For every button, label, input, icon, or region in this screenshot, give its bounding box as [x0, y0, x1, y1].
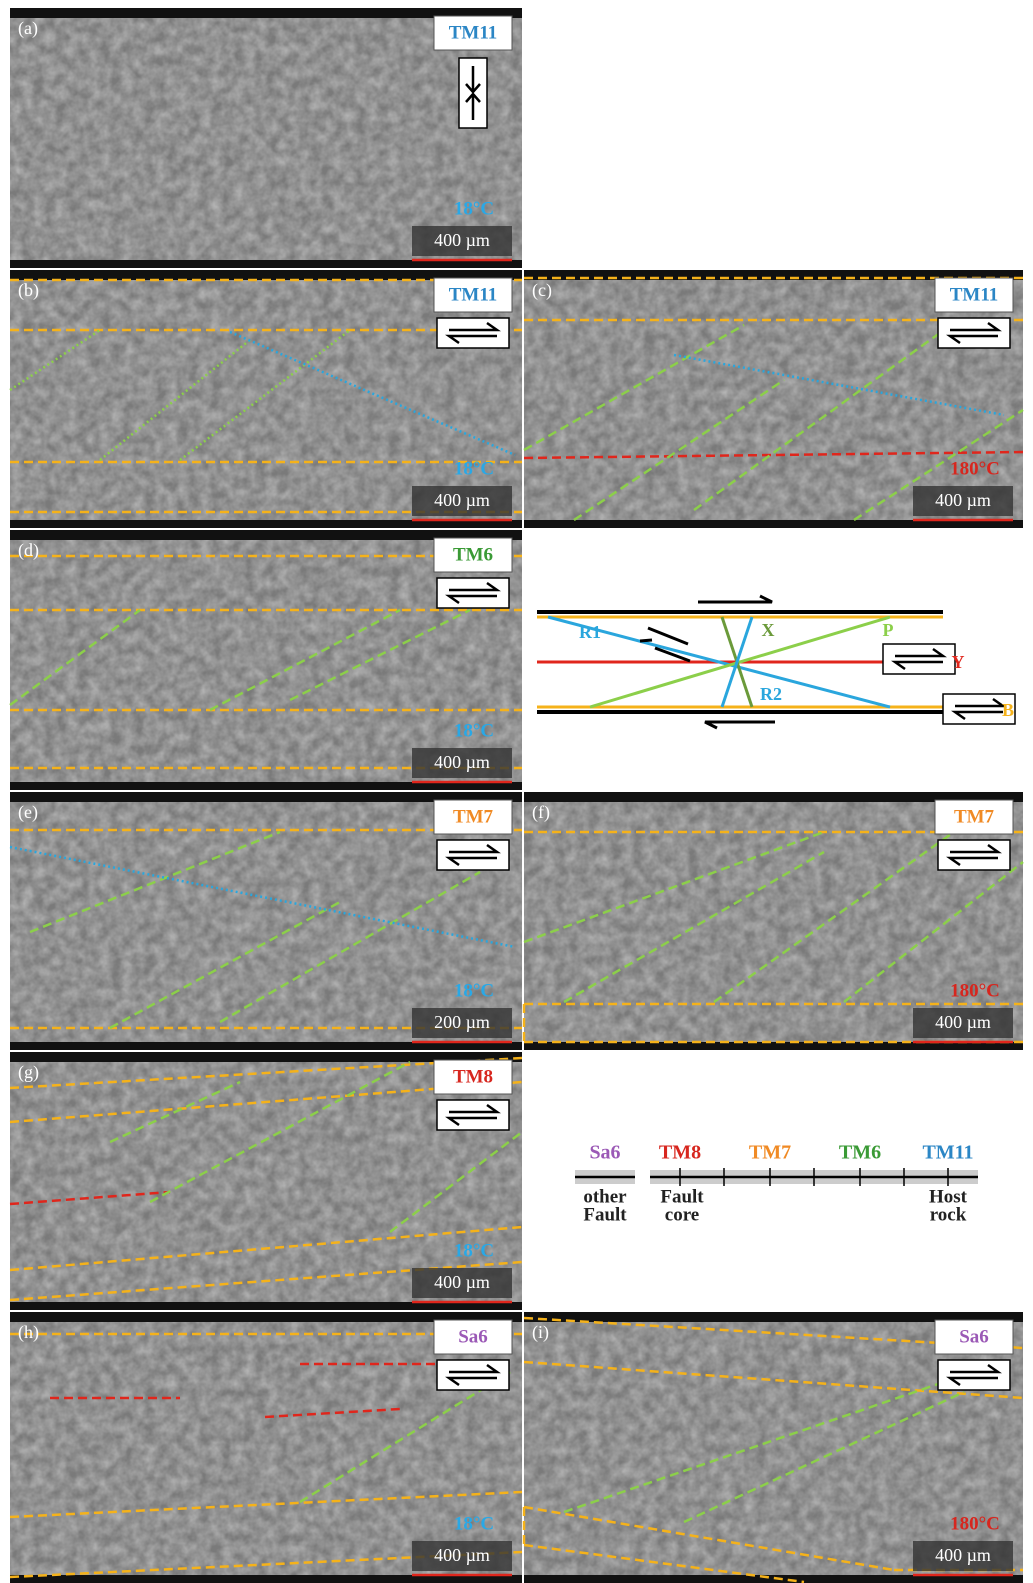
legend-annotation: Fault	[583, 1204, 627, 1225]
panel-label: (b)	[18, 280, 39, 301]
shear-label: R1	[579, 622, 601, 642]
temperature: 18°C	[454, 458, 494, 479]
shear-sense-box	[938, 318, 1010, 348]
shear-sense-box	[938, 840, 1010, 870]
legend-sample: TM11	[922, 1142, 973, 1164]
panel-label: (h)	[18, 1322, 39, 1343]
shear-sense-box	[938, 1360, 1010, 1390]
panel-label: (g)	[18, 1062, 39, 1083]
shear-label: X	[762, 620, 775, 640]
panel-label: (f)	[532, 802, 550, 823]
sample-name: TM7	[954, 806, 995, 827]
legend-sample: TM7	[749, 1142, 791, 1164]
scale-label: 400 µm	[935, 490, 991, 510]
temperature: 180°C	[950, 980, 1000, 1001]
shear-sense-box	[437, 578, 509, 608]
shear-sense-box	[437, 840, 509, 870]
temperature: 18°C	[454, 198, 494, 219]
shear-label: Y	[952, 652, 965, 672]
sample-name: Sa6	[959, 1326, 989, 1347]
scale-label: 200 µm	[434, 1012, 490, 1032]
scale-label: 400 µm	[434, 1272, 490, 1292]
sample-name: TM6	[453, 544, 493, 565]
shear-label: P	[883, 620, 894, 640]
scale-label: 400 µm	[434, 230, 490, 250]
legend-sample: TM8	[659, 1142, 701, 1164]
shear-sense-box	[883, 644, 955, 674]
sample-name: TM11	[449, 284, 498, 305]
temperature: 18°C	[454, 980, 494, 1001]
sample-name: TM11	[950, 284, 999, 305]
sample-name: TM11	[449, 22, 498, 43]
legend-annotation: core	[665, 1204, 699, 1225]
shear-sense-box	[437, 1360, 509, 1390]
shear-sense-box	[437, 318, 509, 348]
panel-label: (d)	[18, 540, 39, 561]
temperature: 18°C	[454, 1513, 494, 1534]
legend-annotation: rock	[930, 1204, 967, 1225]
scale-label: 400 µm	[434, 752, 490, 772]
temperature: 18°C	[454, 1240, 494, 1261]
scale-label: 400 µm	[434, 1545, 490, 1565]
shear-label: B	[1002, 700, 1014, 720]
panel-label: (c)	[532, 280, 552, 301]
panel-label: (e)	[18, 802, 38, 823]
temperature: 180°C	[950, 458, 1000, 479]
legend-sample: TM6	[839, 1142, 881, 1164]
sample-name: TM7	[453, 806, 494, 827]
figure: (a) TM11 18°C 400 µm (b) TM11 18°C 400 µm (c) TM1…	[0, 0, 1033, 1583]
shear-sense-box	[437, 1100, 509, 1130]
scale-label: 400 µm	[935, 1012, 991, 1032]
legend-sample: Sa6	[589, 1142, 620, 1164]
sample-name: Sa6	[458, 1326, 488, 1347]
scale-label: 400 µm	[434, 490, 490, 510]
temperature: 180°C	[950, 1513, 1000, 1534]
scale-label: 400 µm	[935, 1545, 991, 1565]
panel-label: (a)	[18, 18, 38, 39]
sample-name: TM8	[453, 1066, 493, 1087]
shear-label: R2	[760, 684, 782, 704]
temperature: 18°C	[454, 720, 494, 741]
panel-label: (i)	[532, 1322, 549, 1343]
